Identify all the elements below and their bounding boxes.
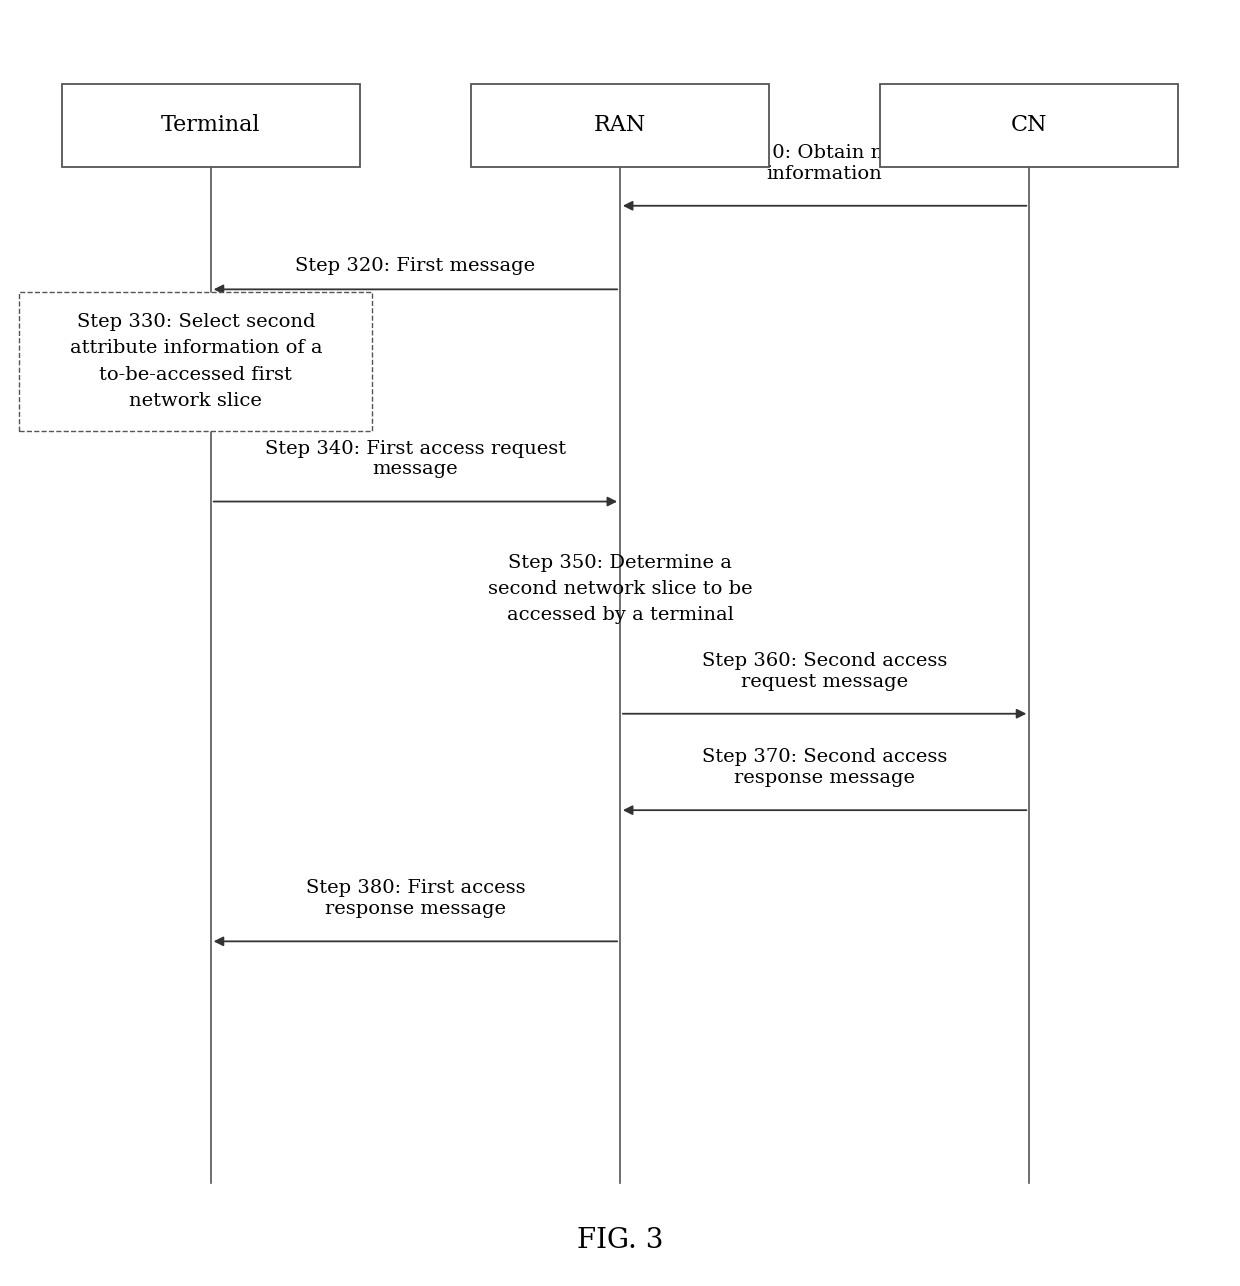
Text: Step 370: Second access
response message: Step 370: Second access response message bbox=[702, 748, 947, 787]
Bar bbox=[62, 84, 360, 167]
Bar bbox=[880, 84, 1178, 167]
Text: Step 340: First access request
message: Step 340: First access request message bbox=[265, 440, 565, 478]
Text: Step 330: Select second
attribute information of a
to-be-accessed first
network : Step 330: Select second attribute inform… bbox=[69, 312, 322, 410]
Text: Step 320: First message: Step 320: First message bbox=[295, 257, 536, 275]
Text: Step 380: First access
response message: Step 380: First access response message bbox=[305, 880, 526, 918]
Text: Step 310: Obtain network
information: Step 310: Obtain network information bbox=[697, 144, 952, 183]
Text: Terminal: Terminal bbox=[161, 114, 260, 136]
Text: Step 350: Determine a
second network slice to be
accessed by a terminal: Step 350: Determine a second network sli… bbox=[487, 553, 753, 625]
Bar bbox=[19, 292, 372, 431]
Text: CN: CN bbox=[1011, 114, 1048, 136]
Text: FIG. 3: FIG. 3 bbox=[577, 1228, 663, 1254]
Text: RAN: RAN bbox=[594, 114, 646, 136]
Text: Step 360: Second access
request message: Step 360: Second access request message bbox=[702, 652, 947, 691]
Bar bbox=[471, 84, 769, 167]
